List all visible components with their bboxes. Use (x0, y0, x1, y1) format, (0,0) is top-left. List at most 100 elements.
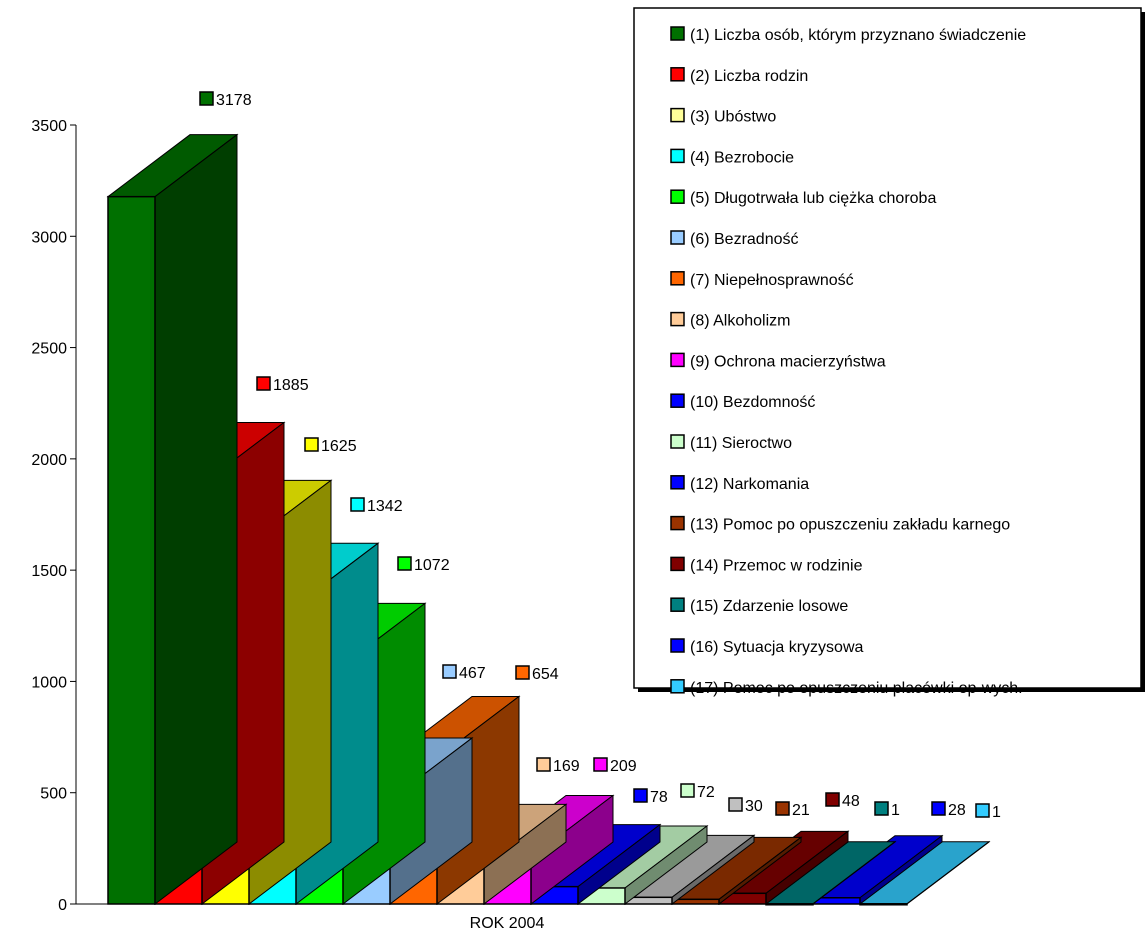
bar-front-face (859, 903, 908, 906)
legend-swatch (670, 556, 685, 572)
y-tick-label: 2500 (31, 341, 67, 358)
data-label-key (975, 803, 990, 818)
data-label-text: 654 (532, 666, 559, 683)
legend-label: (7) Niepełnosprawność (690, 272, 854, 289)
legend-swatch (670, 638, 685, 653)
data-label-16: 28 (931, 801, 966, 819)
legend-label: (15) Zdarzenie losowe (690, 598, 848, 615)
legend-label: (13) Pomoc po opuszczeniu zakładu karneg… (690, 517, 1010, 534)
data-label-9: 209 (593, 757, 637, 775)
legend-item-1: (1) Liczba osób, którym przyznano świadc… (670, 26, 1026, 44)
legend-item-7: (7) Niepełnosprawność (670, 271, 854, 289)
legend-label: (4) Bezrobocie (690, 149, 794, 166)
bar-side-face (154, 133, 238, 906)
legend: (1) Liczba osób, którym przyznano świadc… (633, 7, 1145, 697)
y-tick-label: 0 (58, 897, 67, 914)
data-label-text: 28 (948, 802, 966, 819)
legend-swatch (670, 597, 685, 612)
legend-label: (17) Pomoc po opuszczeniu placówki op-wy… (690, 680, 1023, 697)
legend-swatch (670, 148, 685, 164)
data-label-key (442, 664, 457, 679)
legend-item-2: (2) Liczba rodzin (670, 67, 808, 85)
bar-front-face (765, 903, 814, 906)
legend-item-13: (13) Pomoc po opuszczeniu zakładu karneg… (670, 515, 1010, 534)
legend-label: (16) Sytuacja kryzysowa (690, 639, 863, 656)
y-axis: 0 500 1000 1500 2000 2500 3000 3500 (31, 118, 108, 914)
legend-swatch (670, 679, 685, 694)
data-label-6: 467 (442, 664, 486, 682)
legend-swatch (670, 271, 685, 286)
data-label-key (931, 801, 946, 816)
legend-swatch (670, 434, 685, 449)
y-tick-label: 3000 (31, 229, 67, 246)
data-label-key (256, 376, 271, 391)
data-label-key (199, 91, 214, 106)
data-label-4: 1342 (350, 497, 403, 515)
data-label-17: 1 (975, 803, 1001, 821)
legend-swatch (670, 230, 685, 245)
legend-swatch (670, 475, 685, 490)
legend-label: (3) Ubóstwo (690, 109, 776, 126)
legend-swatch (670, 311, 685, 327)
data-label-13: 21 (775, 801, 810, 819)
legend-item-12: (12) Narkomania (670, 475, 809, 493)
legend-label: (11) Sieroctwo (690, 435, 792, 452)
data-label-key (593, 757, 608, 772)
data-label-key (680, 783, 695, 798)
data-labels: 3178 1885 1625 1342 1072 467 654 169 209 78 72 30 21… (199, 91, 1001, 821)
data-label-text: 30 (745, 798, 763, 815)
legend-label: (12) Narkomania (690, 476, 809, 493)
data-label-text: 1 (891, 802, 900, 819)
data-label-7: 654 (515, 665, 559, 683)
legend-swatch (670, 67, 685, 82)
data-label-12: 30 (728, 797, 763, 815)
legend-item-16: (16) Sytuacja kryzysowa (670, 638, 863, 656)
data-label-8: 169 (536, 757, 580, 775)
data-label-key (775, 801, 790, 816)
legend-item-9: (9) Ochrona macierzyństwa (670, 352, 886, 370)
data-label-text: 1342 (367, 498, 403, 515)
legend-label: (9) Ochrona macierzyństwa (690, 353, 886, 370)
legend-item-4: (4) Bezrobocie (670, 148, 794, 166)
data-label-key (515, 665, 530, 680)
data-label-14: 48 (825, 792, 860, 810)
legend-label: (6) Bezradność (690, 231, 799, 248)
data-label-key (536, 757, 551, 772)
y-tick-label: 1500 (31, 563, 67, 580)
bar-front-face (107, 195, 156, 905)
bar-1 (106, 133, 239, 906)
data-label-key (825, 792, 840, 807)
legend-swatch (670, 189, 685, 204)
data-label-text: 1885 (273, 377, 309, 394)
data-label-1: 3178 (199, 91, 252, 109)
data-label-key (874, 801, 889, 816)
data-label-text: 72 (697, 784, 715, 801)
data-label-11: 72 (680, 783, 715, 801)
data-label-text: 467 (459, 665, 486, 682)
data-label-text: 3178 (216, 92, 252, 109)
y-tick-label: 1000 (31, 674, 67, 691)
legend-box (633, 7, 1142, 689)
legend-item-5: (5) Długotrwała lub ciężka choroba (670, 189, 936, 207)
data-label-text: 21 (792, 802, 810, 819)
legend-item-6: (6) Bezradność (670, 230, 799, 248)
data-label-key (633, 788, 648, 803)
legend-label: (10) Bezdomność (690, 394, 815, 411)
data-label-key (728, 797, 743, 812)
legend-label: (2) Liczba rodzin (690, 68, 808, 85)
data-label-2: 1885 (256, 376, 309, 394)
data-label-key (350, 497, 365, 512)
legend-item-15: (15) Zdarzenie losowe (670, 597, 848, 615)
y-tick-label: 500 (40, 786, 67, 803)
data-label-key (397, 556, 412, 571)
bar-17 (858, 840, 991, 906)
bar-13 (670, 836, 803, 906)
legend-label: (14) Przemoc w rodzinie (690, 557, 863, 574)
data-label-15: 1 (874, 801, 900, 819)
legend-swatch (670, 352, 685, 368)
y-tick-label: 2000 (31, 452, 67, 469)
bars (106, 133, 991, 906)
legend-swatch (670, 107, 685, 123)
data-label-key (304, 437, 319, 452)
